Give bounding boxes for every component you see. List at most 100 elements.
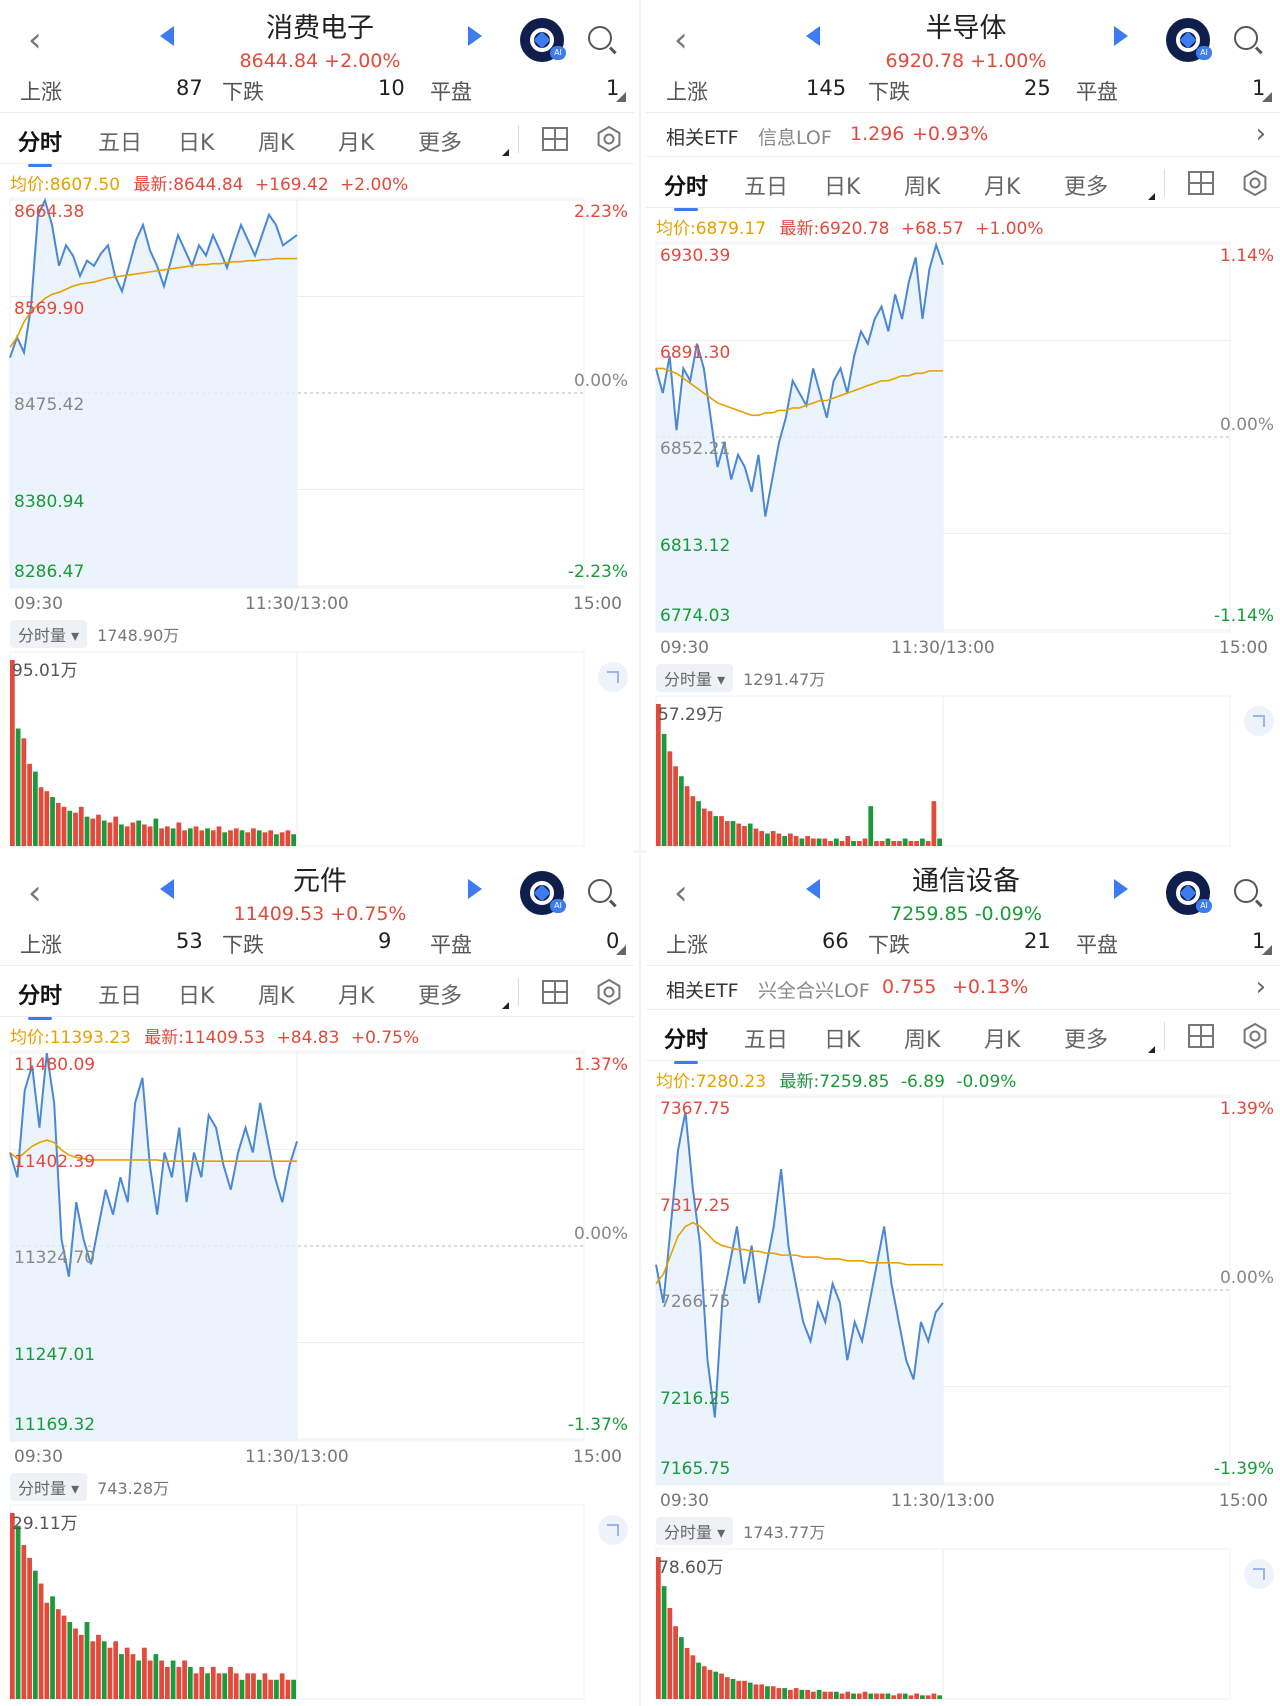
volume-type-select[interactable]: 分时量 ▾ — [656, 1517, 734, 1545]
tab-five-day[interactable]: 五日 — [744, 1028, 789, 1053]
volume-chart[interactable] — [0, 651, 634, 847]
settings-gear-icon[interactable] — [1242, 1023, 1268, 1049]
expand-corner-icon[interactable] — [1262, 92, 1272, 102]
tab-weekly-k[interactable]: 周K — [904, 1028, 941, 1053]
etf-pct: +0.13% — [952, 976, 1029, 998]
tab-intraday[interactable]: 分时 — [18, 125, 62, 167]
tab-five-day[interactable]: 五日 — [744, 175, 789, 200]
back-button[interactable]: ‹ — [28, 873, 42, 913]
tab-daily-k[interactable]: 日K — [178, 131, 215, 156]
volume-bar — [136, 1660, 142, 1699]
tab-intraday[interactable]: 分时 — [664, 1022, 708, 1064]
search-icon[interactable] — [1234, 879, 1258, 903]
down-count: 9 — [378, 929, 392, 953]
new-value: 7259.85 — [819, 1072, 890, 1092]
expand-corner-icon[interactable] — [616, 92, 626, 102]
expand-volume-icon[interactable] — [598, 1515, 628, 1545]
volume-bar — [661, 733, 667, 846]
tab-monthly-k[interactable]: 月K — [338, 131, 375, 156]
tab-daily-k[interactable]: 日K — [178, 984, 215, 1009]
search-icon[interactable] — [588, 879, 612, 903]
tab-weekly-k[interactable]: 周K — [258, 984, 295, 1009]
ai-assistant-icon[interactable]: AI — [1166, 871, 1212, 915]
tab-five-day[interactable]: 五日 — [98, 131, 143, 156]
ai-assistant-icon[interactable]: AI — [520, 18, 566, 62]
volume-type-select[interactable]: 分时量 ▾ — [656, 664, 734, 692]
chevron-right-icon[interactable]: › — [1255, 972, 1266, 1002]
next-sector-button[interactable] — [468, 26, 482, 46]
next-sector-button[interactable] — [1114, 879, 1128, 899]
sector-panel-1: ‹ 半导体 6920.78 +1.00% AI 上涨 145 下跌 25 平盘 … — [646, 0, 1280, 853]
volume-chart[interactable] — [646, 1548, 1280, 1700]
settings-gear-icon[interactable] — [1242, 170, 1268, 196]
ai-assistant-icon[interactable]: AI — [520, 871, 566, 915]
volume-bar — [810, 838, 816, 846]
expand-corner-icon[interactable] — [1262, 945, 1272, 955]
tab-intraday[interactable]: 分时 — [18, 978, 62, 1020]
tab-five-day[interactable]: 五日 — [98, 984, 143, 1009]
tab-weekly-k[interactable]: 周K — [904, 175, 941, 200]
back-button[interactable]: ‹ — [28, 20, 42, 60]
up-count: 87 — [176, 76, 203, 100]
etf-name: 兴全合兴LOF — [758, 980, 870, 1002]
volume-chart[interactable] — [646, 695, 1280, 847]
tab-more[interactable]: 更多 — [1064, 175, 1109, 200]
price-line-series — [9, 197, 298, 359]
volume-max-label: 78.60万 — [658, 1558, 724, 1578]
expand-volume-icon[interactable] — [1244, 1559, 1274, 1589]
intraday-price-chart[interactable] — [0, 197, 634, 589]
back-button[interactable]: ‹ — [674, 873, 688, 913]
volume-bar — [736, 823, 742, 846]
back-button[interactable]: ‹ — [674, 20, 688, 60]
tab-monthly-k[interactable]: 月K — [984, 175, 1021, 200]
chevron-right-icon[interactable]: › — [1255, 119, 1266, 149]
price-line-series — [9, 1052, 298, 1277]
prev-sector-button[interactable] — [160, 26, 174, 46]
volume-bar — [736, 1680, 742, 1699]
sector-title: 消费电子 — [266, 13, 374, 44]
tab-monthly-k[interactable]: 月K — [984, 1028, 1021, 1053]
search-icon[interactable] — [588, 26, 612, 50]
intraday-price-chart[interactable] — [646, 1094, 1280, 1486]
expand-volume-icon[interactable] — [1244, 706, 1274, 736]
tab-daily-k[interactable]: 日K — [824, 1028, 861, 1053]
prev-sector-button[interactable] — [160, 879, 174, 899]
volume-bar — [256, 830, 262, 846]
prev-sector-button[interactable] — [806, 26, 820, 46]
tab-more[interactable]: 更多 — [418, 984, 463, 1009]
tab-monthly-k[interactable]: 月K — [338, 984, 375, 1009]
layout-grid-icon[interactable] — [1188, 171, 1214, 195]
tab-separator — [1164, 1022, 1165, 1050]
related-etf-row[interactable]: 相关ETF 信息LOF 1.296 +0.93% › — [646, 112, 1280, 156]
pct-axis-label: -1.39% — [1213, 1459, 1274, 1479]
volume-type-select[interactable]: 分时量 ▾ — [10, 1473, 88, 1501]
next-sector-button[interactable] — [1114, 26, 1128, 46]
search-icon[interactable] — [1234, 26, 1258, 50]
volume-bar — [153, 818, 159, 846]
tab-intraday[interactable]: 分时 — [664, 169, 708, 211]
tab-more[interactable]: 更多 — [418, 131, 463, 156]
intraday-price-chart[interactable] — [0, 1050, 634, 1442]
prev-sector-button[interactable] — [806, 879, 820, 899]
volume-bar — [142, 824, 147, 846]
volume-bar — [193, 826, 199, 846]
intraday-price-chart[interactable] — [646, 241, 1280, 633]
tab-daily-k[interactable]: 日K — [824, 175, 861, 200]
layout-grid-icon[interactable] — [542, 127, 568, 151]
settings-gear-icon[interactable] — [596, 979, 622, 1005]
tab-more[interactable]: 更多 — [1064, 1028, 1109, 1053]
settings-gear-icon[interactable] — [596, 126, 622, 152]
volume-bar — [279, 832, 285, 846]
volume-type-select[interactable]: 分时量 ▾ — [10, 620, 88, 648]
sector-price-change: 8644.84 +2.00% — [239, 50, 401, 72]
volume-chart[interactable] — [0, 1504, 634, 1700]
volume-bar — [742, 1680, 747, 1699]
next-sector-button[interactable] — [468, 879, 482, 899]
expand-corner-icon[interactable] — [616, 945, 626, 955]
layout-grid-icon[interactable] — [542, 980, 568, 1004]
related-etf-row[interactable]: 相关ETF 兴全合兴LOF 0.755 +0.13% › — [646, 965, 1280, 1009]
ai-assistant-icon[interactable]: AI — [1166, 18, 1212, 62]
expand-volume-icon[interactable] — [598, 662, 628, 692]
layout-grid-icon[interactable] — [1188, 1024, 1214, 1048]
tab-weekly-k[interactable]: 周K — [258, 131, 295, 156]
